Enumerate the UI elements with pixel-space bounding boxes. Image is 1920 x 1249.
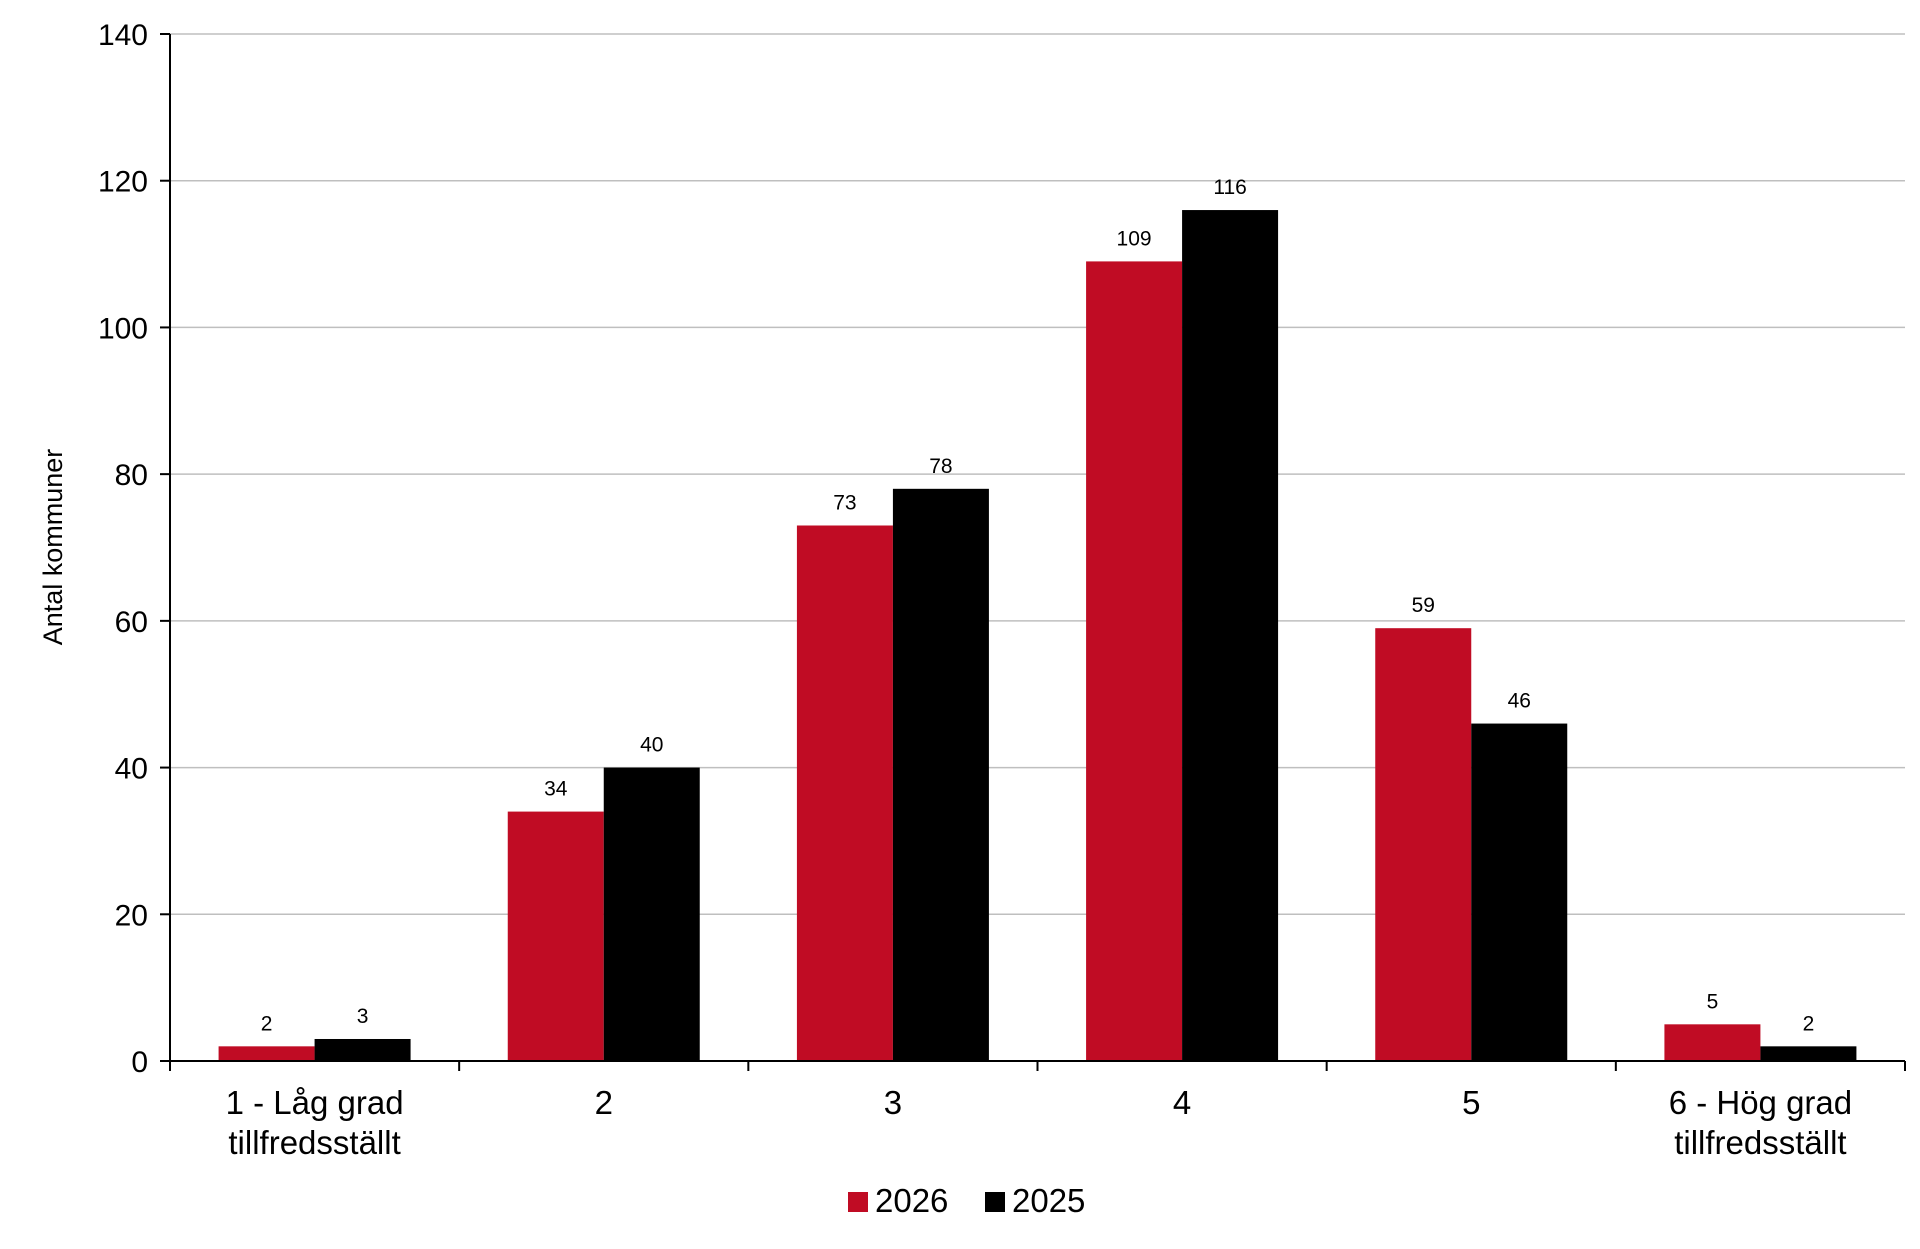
bar-2026-3 — [1086, 261, 1183, 1062]
bar-2025-0 — [314, 1038, 411, 1061]
data-label-2026-4: 59 — [1412, 594, 1435, 617]
x-category-label: 5 — [1462, 1084, 1480, 1121]
legend: 2026 2025 — [848, 1182, 1085, 1219]
gridlines — [170, 33, 1905, 916]
bar-2025-4 — [1471, 723, 1568, 1061]
y-tick-label: 0 — [131, 1046, 148, 1079]
data-label-2025-2: 78 — [929, 455, 952, 478]
legend-label-2026: 2026 — [875, 1182, 948, 1219]
y-axis-title: Antal kommuner — [38, 449, 68, 646]
y-tick-label: 40 — [115, 753, 148, 786]
bar-2026-2 — [796, 525, 893, 1061]
data-label-2026-3: 109 — [1117, 227, 1152, 250]
x-category-label: 2 — [595, 1084, 613, 1121]
data-label-2025-3: 116 — [1213, 176, 1246, 199]
axes — [160, 33, 1906, 1071]
legend-label-2025: 2025 — [1012, 1182, 1085, 1219]
bar-2025-1 — [603, 767, 700, 1061]
bar-2026-5 — [1664, 1024, 1761, 1061]
x-category-labels: 1 - Låg grad tillfredsställt 2 3 4 5 6 - Hög g… — [226, 1084, 1853, 1161]
x-category-label: 3 — [884, 1084, 902, 1121]
data-label-2025-1: 40 — [640, 734, 663, 757]
y-tick-labels: 0 20 40 60 80 100 120 140 — [98, 19, 148, 1079]
bars — [218, 210, 1857, 1062]
legend-swatch-2026 — [848, 1192, 868, 1212]
data-label-2025-4: 46 — [1508, 690, 1531, 713]
bar-2025-2 — [892, 488, 989, 1061]
y-tick-label: 120 — [98, 166, 148, 199]
bar-2026-4 — [1375, 628, 1472, 1061]
bar-2026-0 — [218, 1046, 315, 1061]
bar-2025-5 — [1760, 1046, 1857, 1061]
x-category-label: 4 — [1173, 1084, 1191, 1121]
data-label-2026-1: 34 — [544, 778, 568, 801]
y-tick-label: 100 — [98, 312, 148, 345]
data-labels: 2 3 34 40 73 78 109 116 59 46 5 2 — [261, 176, 1815, 1035]
data-label-2025-5: 2 — [1803, 1012, 1815, 1035]
y-tick-label: 80 — [115, 459, 148, 492]
data-label-2026-5: 5 — [1707, 990, 1719, 1013]
y-tick-label: 140 — [98, 19, 148, 52]
x-category-label: 6 - Hög grad tillfredsställt — [1669, 1084, 1852, 1161]
bar-2026-1 — [507, 811, 604, 1061]
data-label-2025-0: 3 — [357, 1005, 369, 1028]
bar-2025-3 — [1182, 210, 1279, 1062]
y-tick-label: 60 — [115, 606, 148, 639]
x-category-label: 1 - Låg grad tillfredsställt — [226, 1084, 404, 1161]
data-label-2026-0: 2 — [261, 1012, 273, 1035]
legend-swatch-2025 — [985, 1192, 1005, 1212]
y-tick-label: 20 — [115, 899, 148, 932]
data-label-2026-2: 73 — [833, 491, 856, 514]
